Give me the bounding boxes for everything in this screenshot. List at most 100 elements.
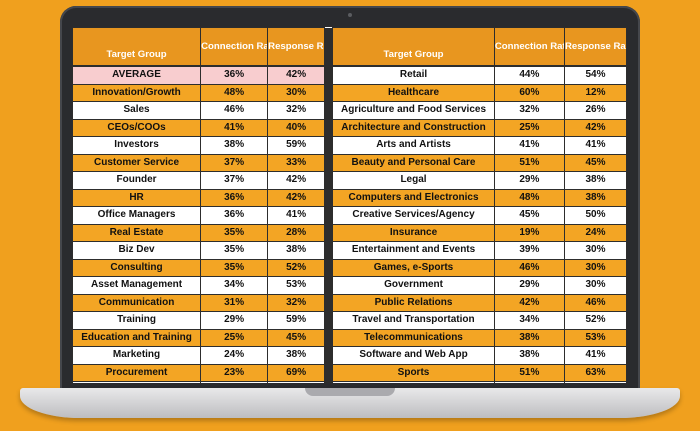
- connection-rate-cell-right: 29%: [493, 171, 565, 190]
- target-group-cell-right: Games, e-Sports: [332, 258, 495, 277]
- target-group-cell-right: Architecture and Construction: [332, 118, 495, 137]
- response-rate-cell-right: 33%: [563, 381, 627, 383]
- connection-rate-cell-left: 48%: [200, 83, 269, 102]
- response-rate-cell-right: 24%: [563, 223, 627, 242]
- response-rate-cell-left: 59%: [267, 311, 326, 330]
- rates-table: Target Group Connection Rate Response Ra…: [72, 27, 627, 383]
- table-row: Consulting 35% 52% Games, e-Sports 46% 30%: [72, 258, 627, 277]
- response-rate-cell-left: 32%: [267, 293, 326, 312]
- response-rate-cell-right: 30%: [563, 276, 627, 295]
- target-group-cell-right: Arts and Artists: [332, 136, 495, 155]
- connection-rate-cell-right: 51%: [493, 153, 565, 172]
- response-rate-cell-left: 42%: [267, 188, 326, 207]
- target-group-cell-left: Office Managers: [72, 206, 202, 225]
- connection-rate-cell-left: 34%: [200, 276, 269, 295]
- response-rate-cell-right: 50%: [563, 206, 627, 225]
- column-divider: [324, 276, 333, 294]
- target-group-cell-right: Pharmaceuticals: [332, 381, 495, 383]
- target-group-cell-left: Finance: [72, 381, 202, 383]
- target-group-cell-right: Sports: [332, 363, 495, 382]
- target-group-cell-left: Biz Dev: [72, 241, 202, 260]
- connection-rate-cell-left: 36%: [200, 188, 269, 207]
- target-group-cell-left: Asset Management: [72, 276, 202, 295]
- response-rate-cell-left: 69%: [267, 363, 326, 382]
- column-divider: [324, 206, 333, 224]
- target-group-cell-left: Training: [72, 311, 202, 330]
- column-divider: [324, 84, 333, 102]
- connection-rate-cell-right: 45%: [493, 206, 565, 225]
- connection-rate-cell-left: 36%: [200, 65, 269, 85]
- table-row: Investors 38% 59% Arts and Artists 41% 41%: [72, 136, 627, 155]
- connection-rate-cell-left: 36%: [200, 206, 269, 225]
- connection-rate-cell-right: 46%: [493, 258, 565, 277]
- connection-rate-cell-left: 41%: [200, 118, 269, 137]
- target-group-cell-left: AVERAGE: [72, 65, 202, 85]
- column-divider: [324, 224, 333, 242]
- response-rate-cell-right: 53%: [563, 328, 627, 347]
- target-group-cell-left: Education and Training: [72, 328, 202, 347]
- connection-rate-cell-right: 39%: [493, 241, 565, 260]
- column-divider: [324, 154, 333, 172]
- response-rate-cell-right: 30%: [563, 241, 627, 260]
- table-row: Real Estate 35% 28% Insurance 19% 24%: [72, 223, 627, 242]
- connection-rate-cell-left: 38%: [200, 136, 269, 155]
- table-row: Communication 31% 32% Public Relations 42% 46…: [72, 293, 627, 312]
- response-rate-cell-right: 38%: [563, 171, 627, 190]
- connection-rate-cell-right: 42%: [493, 293, 565, 312]
- column-divider: [324, 171, 333, 189]
- response-rate-cell-right: 46%: [563, 293, 627, 312]
- connection-rate-cell-right: 51%: [493, 363, 565, 382]
- response-rate-cell-left: 53%: [267, 276, 326, 295]
- column-divider: [324, 101, 333, 119]
- target-group-cell-left: Marketing: [72, 346, 202, 365]
- target-group-cell-right: Legal: [332, 171, 495, 190]
- response-rate-cell-right: 54%: [563, 65, 627, 85]
- target-group-cell-left: Communication: [72, 293, 202, 312]
- connection-rate-cell-left: 35%: [200, 223, 269, 242]
- target-group-cell-right: Travel and Transportation: [332, 311, 495, 330]
- target-group-cell-right: Computers and Electronics: [332, 188, 495, 207]
- connection-rate-cell-right: 32%: [493, 101, 565, 120]
- column-divider: [324, 66, 333, 84]
- target-group-cell-right: Insurance: [332, 223, 495, 242]
- connection-rate-cell-left: 37%: [200, 153, 269, 172]
- response-rate-cell-right: 12%: [563, 83, 627, 102]
- response-rate-cell-right: 41%: [563, 136, 627, 155]
- response-rate-cell-right: 38%: [563, 188, 627, 207]
- header-connection-rate-right: Connection Rate: [493, 27, 565, 67]
- column-divider: [324, 27, 333, 66]
- connection-rate-cell-right: 25%: [493, 118, 565, 137]
- table-row: Sales 46% 32% Agriculture and Food Services…: [72, 101, 627, 120]
- target-group-cell-left: Sales: [72, 101, 202, 120]
- target-group-cell-right: Beauty and Personal Care: [332, 153, 495, 172]
- connection-rate-cell-left: 35%: [200, 258, 269, 277]
- laptop-screen: Target Group Connection Rate Response Ra…: [72, 27, 627, 383]
- target-group-cell-left: Investors: [72, 136, 202, 155]
- table-body: AVERAGE 36% 42% Retail 44% 54% Innovation/Grow…: [72, 65, 627, 383]
- response-rate-cell-left: 28%: [267, 223, 326, 242]
- response-rate-cell-left: 45%: [267, 328, 326, 347]
- laptop-base: [20, 388, 680, 418]
- table-row: AVERAGE 36% 42% Retail 44% 54%: [72, 65, 627, 85]
- target-group-cell-left: Customer Service: [72, 153, 202, 172]
- target-group-cell-right: Software and Web App: [332, 346, 495, 365]
- header-target-group-left: Target Group: [72, 27, 202, 67]
- table-row: Office Managers 36% 41% Creative Services/A…: [72, 206, 627, 225]
- table-row: Finance20%60% Pharmaceuticals21%33%: [72, 381, 627, 383]
- column-divider: [324, 381, 333, 383]
- connection-rate-cell-left: 20%: [200, 381, 269, 383]
- connection-rate-cell-right: 38%: [493, 328, 565, 347]
- response-rate-cell-left: 42%: [267, 171, 326, 190]
- column-divider: [324, 346, 333, 364]
- connection-rate-cell-left: 46%: [200, 101, 269, 120]
- response-rate-cell-left: 59%: [267, 136, 326, 155]
- response-rate-cell-right: 63%: [563, 363, 627, 382]
- connection-rate-cell-left: 25%: [200, 328, 269, 347]
- target-group-cell-right: Agriculture and Food Services: [332, 101, 495, 120]
- column-divider: [324, 136, 333, 154]
- header-response-rate-right: Response Rate: [563, 27, 627, 67]
- connection-rate-cell-right: 48%: [493, 188, 565, 207]
- target-group-cell-left: Procurement: [72, 363, 202, 382]
- response-rate-cell-left: 32%: [267, 101, 326, 120]
- connection-rate-cell-left: 37%: [200, 171, 269, 190]
